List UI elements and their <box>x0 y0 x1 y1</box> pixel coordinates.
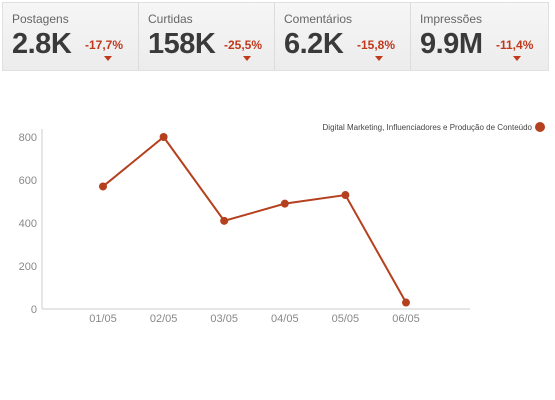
x-tick-label: 03/05 <box>210 313 238 325</box>
x-tick-label: 06/05 <box>392 313 420 325</box>
stat-card-impressoes[interactable]: Impressões 9.9M -11,4% <box>411 3 548 70</box>
x-tick-label: 01/05 <box>89 313 117 325</box>
stat-delta: -17,7% <box>85 38 124 52</box>
stat-delta: -11,4% <box>496 38 534 52</box>
down-arrow-icon <box>104 56 112 61</box>
data-point[interactable] <box>159 133 168 141</box>
data-point[interactable] <box>341 191 350 200</box>
series-line <box>102 135 407 304</box>
y-tick-label: 400 <box>19 218 37 230</box>
y-tick-label: 0 <box>31 304 37 316</box>
data-point[interactable] <box>220 216 229 225</box>
stats-bar: Postagens 2.8K -17,7% Curtidas 158K -25,… <box>2 2 549 71</box>
legend-label: Digital Marketing, Influenciadores e Pro… <box>323 123 533 132</box>
data-point[interactable] <box>280 199 289 208</box>
down-arrow-icon <box>375 56 383 61</box>
line-chart: 0 200 400 600 800 01/05 02/05 03/05 04/05 05/05 0… <box>0 110 555 340</box>
x-tick-label: 05/05 <box>332 313 360 325</box>
series <box>99 133 410 307</box>
legend-marker <box>535 122 545 132</box>
down-arrow-icon <box>243 56 251 61</box>
stat-value: 9.9M <box>420 28 483 60</box>
y-tick-label: 600 <box>19 175 37 187</box>
y-axis: 0 200 400 600 800 <box>19 129 43 316</box>
y-tick-label: 800 <box>19 132 37 144</box>
stat-card-curtidas[interactable]: Curtidas 158K -25,5% <box>139 3 275 70</box>
stat-label: Curtidas <box>148 12 193 26</box>
stat-value: 6.2K <box>284 28 344 60</box>
data-point[interactable] <box>402 298 410 307</box>
stat-label: Comentários <box>284 12 353 26</box>
legend[interactable]: Digital Marketing, Influenciadores e Pro… <box>323 122 545 132</box>
stat-card-postagens[interactable]: Postagens 2.8K -17,7% <box>3 3 139 70</box>
data-point[interactable] <box>99 182 107 191</box>
x-tick-label: 02/05 <box>150 313 178 325</box>
stat-delta: -25,5% <box>224 38 263 52</box>
stat-card-comentarios[interactable]: Comentários 6.2K -15,8% <box>275 3 411 70</box>
stat-value: 158K <box>148 28 216 60</box>
stat-delta: -15,8% <box>357 38 396 52</box>
x-axis: 01/05 02/05 03/05 04/05 05/05 06/05 <box>42 308 470 325</box>
x-tick-label: 04/05 <box>271 313 299 325</box>
down-arrow-icon <box>513 56 521 61</box>
stat-value: 2.8K <box>12 28 72 60</box>
y-tick-label: 200 <box>19 261 37 273</box>
stat-label: Impressões <box>420 12 483 26</box>
stat-label: Postagens <box>12 12 69 26</box>
